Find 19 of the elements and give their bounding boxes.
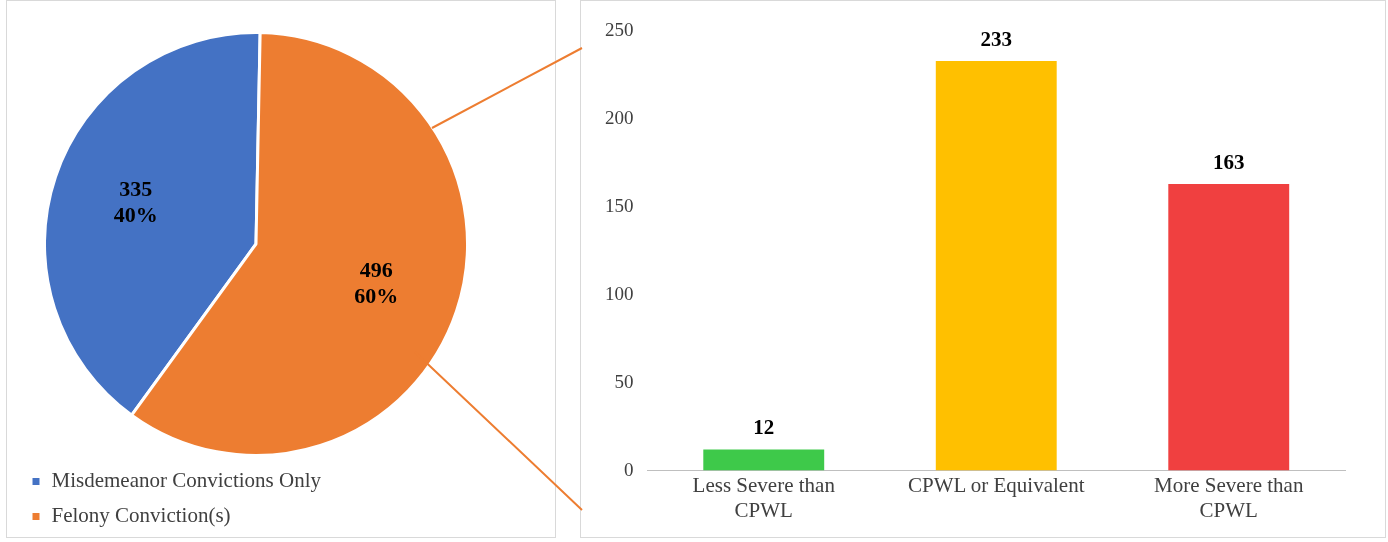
bar <box>1168 183 1290 471</box>
data-label: 233 <box>980 26 1012 51</box>
y-tick-label: 0 <box>624 458 634 480</box>
x-tick-label: More Severe than CPWL <box>1154 472 1304 522</box>
data-label: 496 60% <box>354 257 399 309</box>
x-tick-label: CPWL or Equivalent <box>907 472 1085 497</box>
x-tick-label: Less Severe than CPWL <box>692 472 836 522</box>
bar <box>703 449 825 471</box>
bar <box>935 60 1057 471</box>
y-tick-label: 50 <box>614 370 634 392</box>
y-tick-label: 100 <box>605 282 634 304</box>
data-label: 12 <box>753 415 775 440</box>
data-label: 335 40% <box>113 176 158 228</box>
data-label: 163 <box>1213 149 1245 174</box>
y-tick-label: 200 <box>605 106 634 128</box>
y-tick-label: 150 <box>605 194 634 216</box>
legend-label: Felony Conviction(s) <box>51 503 231 528</box>
legend-label: Misdemeanor Convictions Only <box>51 468 322 493</box>
y-tick-label: 250 <box>605 18 634 40</box>
